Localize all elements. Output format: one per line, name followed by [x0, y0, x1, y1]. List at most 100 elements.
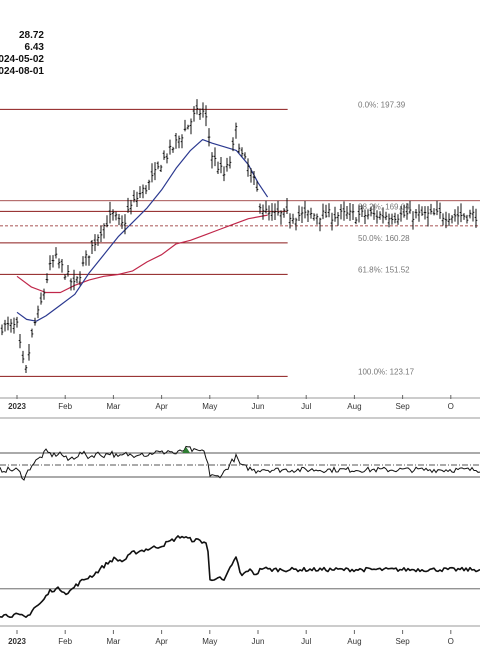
- x-tick-label-bottom: O: [448, 637, 454, 646]
- price-bar: [180, 134, 184, 149]
- price-bar: [174, 133, 178, 149]
- price-bar: [186, 124, 190, 130]
- price-bar: [366, 209, 370, 220]
- price-bar: [246, 158, 250, 177]
- price-bar: [72, 269, 76, 291]
- price-bar: [309, 207, 313, 219]
- price-bar: [210, 152, 214, 169]
- price-bar: [120, 215, 124, 229]
- price-bar: [441, 213, 445, 226]
- x-tick-label: 2023: [8, 402, 26, 411]
- price-bar: [471, 205, 475, 222]
- price-bar: [396, 214, 400, 225]
- price-bar: [303, 200, 307, 219]
- price-bar: [27, 344, 31, 361]
- price-bar: [51, 255, 55, 268]
- x-tick-label: O: [448, 402, 454, 411]
- price-bar: [141, 184, 145, 199]
- price-bar: [228, 156, 232, 169]
- fib-level-label: 61.8%: 151.52: [358, 265, 410, 274]
- price-bar: [57, 258, 61, 269]
- price-bar: [447, 213, 451, 227]
- price-bar: [126, 197, 130, 213]
- price-bar: [270, 203, 274, 221]
- price-bar: [21, 350, 25, 364]
- price-bar: [87, 255, 91, 266]
- price-bar: [102, 223, 106, 239]
- price-bar: [45, 273, 49, 284]
- price-bar: [372, 204, 376, 220]
- price-bar: [177, 135, 181, 149]
- price-bar: [9, 318, 13, 333]
- price-bar: [393, 212, 397, 224]
- fib-level-label: 38.2%: 169.04: [358, 202, 410, 211]
- price-bar: [426, 206, 430, 227]
- x-tick-label-bottom: Jun: [252, 637, 265, 646]
- price-bar: [297, 205, 301, 221]
- price-bar: [429, 203, 433, 215]
- price-bar: [93, 234, 97, 252]
- price-bar: [111, 209, 115, 221]
- osc-overbought-marker: [182, 447, 191, 453]
- price-bar: [300, 206, 304, 224]
- x-tick-label-bottom: Jul: [301, 637, 311, 646]
- price-bar: [216, 161, 220, 174]
- x-tick-label-bottom: Mar: [107, 637, 121, 646]
- price-bar: [381, 207, 385, 224]
- relative-strength-line: [0, 535, 480, 618]
- price-bar: [336, 212, 340, 226]
- price-bar: [36, 305, 40, 319]
- price-bar: [267, 205, 271, 221]
- x-tick-label-bottom: 2023: [8, 637, 26, 646]
- price-bar: [225, 157, 229, 172]
- price-bar: [438, 202, 442, 219]
- price-bar: [81, 256, 85, 267]
- price-bar: [474, 208, 478, 228]
- x-tick-label: Jun: [252, 402, 265, 411]
- price-bar: [78, 271, 82, 286]
- price-bar: [462, 213, 466, 220]
- price-bar: [153, 162, 157, 181]
- price-bar: [147, 179, 151, 191]
- price-bar: [195, 99, 199, 115]
- price-bar: [459, 203, 463, 223]
- x-tick-label-bottom: May: [202, 637, 217, 646]
- price-bar: [423, 206, 427, 220]
- price-bar: [192, 106, 196, 122]
- moving-average-short-line: [16, 139, 269, 322]
- price-bar: [96, 234, 100, 246]
- price-bar: [0, 324, 4, 336]
- price-bar: [306, 209, 310, 222]
- price-bar: [252, 170, 256, 186]
- price-bar: [351, 203, 355, 221]
- price-bar: [198, 108, 202, 120]
- price-bar: [432, 208, 436, 216]
- price-bar: [345, 205, 349, 219]
- price-bar: [171, 146, 175, 153]
- price-bar: [84, 250, 88, 266]
- x-tick-label: Jul: [301, 402, 311, 411]
- price-bar: [105, 215, 109, 228]
- price-bar: [453, 209, 457, 222]
- price-bar: [315, 213, 319, 225]
- price-bar: [279, 210, 283, 225]
- price-bar: [318, 217, 322, 232]
- price-bar: [48, 255, 52, 271]
- price-bar: [405, 203, 409, 220]
- price-bar: [18, 333, 22, 349]
- price-bar: [60, 259, 64, 273]
- price-bar: [204, 105, 208, 127]
- price-bar: [183, 119, 187, 132]
- price-bar: [294, 217, 298, 231]
- x-tick-label: Apr: [155, 402, 168, 411]
- price-bar: [420, 206, 424, 216]
- price-bar: [282, 208, 286, 218]
- price-bar: [108, 201, 112, 224]
- price-bar: [63, 274, 67, 280]
- price-bar: [240, 147, 244, 157]
- x-tick-label-bottom: Apr: [155, 637, 168, 646]
- price-bar: [135, 191, 139, 208]
